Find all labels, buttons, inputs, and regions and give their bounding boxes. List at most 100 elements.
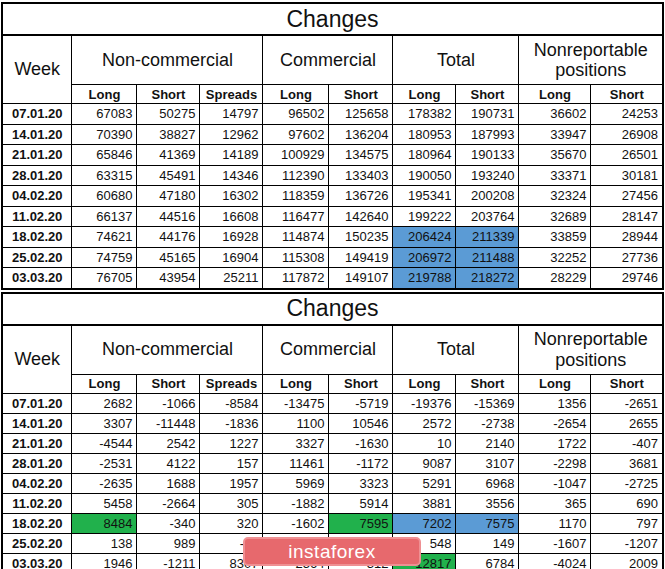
table-cell: 117872 — [263, 268, 329, 289]
week-cell: 11.02.20 — [2, 493, 72, 513]
table-cell: 30181 — [591, 165, 663, 186]
table-cell: 7595 — [329, 513, 393, 533]
table-cell: -2531 — [72, 453, 137, 473]
table-row: 18.02.208484-340320-16027595720275751170… — [2, 513, 663, 533]
table-cell: 2655 — [591, 413, 663, 433]
column-subheader: Short — [329, 374, 393, 393]
table-title: Changes — [2, 293, 663, 325]
table-cell: 211488 — [456, 247, 519, 268]
column-subheader: Short — [591, 374, 663, 393]
table-cell: 112390 — [263, 165, 329, 186]
column-group-header: Total — [393, 325, 519, 375]
week-cell: 14.01.20 — [2, 413, 72, 433]
column-subheader: Long — [72, 374, 137, 393]
table-cell: 180953 — [393, 124, 456, 145]
table-row: 04.02.2060680471801630211835913672619534… — [2, 186, 663, 207]
table-row: 14.01.2070390388271296297602136204180953… — [2, 124, 663, 145]
table-cell: 116477 — [263, 206, 329, 227]
table-cell: 211339 — [456, 227, 519, 248]
table-cell: 195341 — [393, 186, 456, 207]
table-cell: -340 — [137, 513, 200, 533]
table-cell: 218272 — [456, 268, 519, 289]
table-cell: 65846 — [72, 145, 137, 166]
table-cell: 6968 — [456, 473, 519, 493]
table-cell: 1170 — [519, 513, 591, 533]
table-cell: 6784 — [456, 553, 519, 569]
table-cell: 9087 — [393, 453, 456, 473]
table-cell: 16608 — [200, 206, 263, 227]
week-cell: 18.02.20 — [2, 513, 72, 533]
table-row: 25.02.2074759451651690411530814941920697… — [2, 247, 663, 268]
table-cell: 26501 — [591, 145, 663, 166]
column-subheader: Long — [263, 85, 329, 104]
column-subheader: Short — [137, 85, 200, 104]
column-subheader: Short — [456, 85, 519, 104]
table-cell: 138 — [72, 533, 137, 553]
column-subheader: Long — [72, 85, 137, 104]
table-cell: 199222 — [393, 206, 456, 227]
column-group-header: Commercial — [263, 35, 393, 85]
table-cell: 797 — [591, 513, 663, 533]
table-cell: 11461 — [263, 453, 329, 473]
table-cell: 47180 — [137, 186, 200, 207]
table-cell: 10546 — [329, 413, 393, 433]
table-cell: -4544 — [72, 433, 137, 453]
table-cell: 1100 — [263, 413, 329, 433]
column-group-header: Non-commercial — [72, 325, 263, 375]
changes-table-bottom: ChangesWeekNon-commercialCommercialTotal… — [1, 292, 664, 569]
table-cell: 33947 — [519, 124, 591, 145]
table-cell: -2651 — [591, 393, 663, 413]
table-row: 28.01.20-2531412215711461-117290873107-2… — [2, 453, 663, 473]
table-cell: 3881 — [393, 493, 456, 513]
table-cell: 14189 — [200, 145, 263, 166]
table-cell: 26908 — [591, 124, 663, 145]
table-cell: 44516 — [137, 206, 200, 227]
table-cell: -407 — [591, 433, 663, 453]
table-cell: 70390 — [72, 124, 137, 145]
table-cell: 38827 — [137, 124, 200, 145]
table-cell: 41369 — [137, 145, 200, 166]
table-cell: 190050 — [393, 165, 456, 186]
table-cell: -2664 — [137, 493, 200, 513]
table-cell: 16302 — [200, 186, 263, 207]
table-cell: 44176 — [137, 227, 200, 248]
table-cell: -1211 — [137, 553, 200, 569]
table-cell: -19376 — [393, 393, 456, 413]
table-cell: -5719 — [329, 393, 393, 413]
table-cell: 43954 — [137, 268, 200, 289]
table-cell: 10 — [393, 433, 456, 453]
column-subheader: Short — [329, 85, 393, 104]
table-cell: 96502 — [263, 104, 329, 125]
table-cell: 115308 — [263, 247, 329, 268]
table-cell: 45491 — [137, 165, 200, 186]
table-cell: 74759 — [72, 247, 137, 268]
table-cell: 63315 — [72, 165, 137, 186]
table-cell: 3307 — [72, 413, 137, 433]
week-cell: 25.02.20 — [2, 247, 72, 268]
table-cell: 178382 — [393, 104, 456, 125]
table-cell: 133403 — [329, 165, 393, 186]
table-cell: 180964 — [393, 145, 456, 166]
column-subheader: Long — [519, 374, 591, 393]
table-cell: 149107 — [329, 268, 393, 289]
table-cell: -2654 — [519, 413, 591, 433]
table-row: 18.02.2074621441761692811487415023520642… — [2, 227, 663, 248]
table-cell: 365 — [519, 493, 591, 513]
table-cell: 4122 — [137, 453, 200, 473]
week-cell: 07.01.20 — [2, 393, 72, 413]
table-cell: 157 — [200, 453, 263, 473]
table-cell: -4024 — [519, 553, 591, 569]
table-cell: -1607 — [519, 533, 591, 553]
table-cell: 1688 — [137, 473, 200, 493]
table-cell: 28147 — [591, 206, 663, 227]
table-cell: 100929 — [263, 145, 329, 166]
table-cell: -1602 — [263, 513, 329, 533]
table-cell: 67083 — [72, 104, 137, 125]
table-cell: 136204 — [329, 124, 393, 145]
table-cell: 193240 — [456, 165, 519, 186]
table-cell: 190133 — [456, 145, 519, 166]
table-cell: 2572 — [393, 413, 456, 433]
week-cell: 25.02.20 — [2, 533, 72, 553]
table-cell: 8484 — [72, 513, 137, 533]
table-cell: -2738 — [456, 413, 519, 433]
